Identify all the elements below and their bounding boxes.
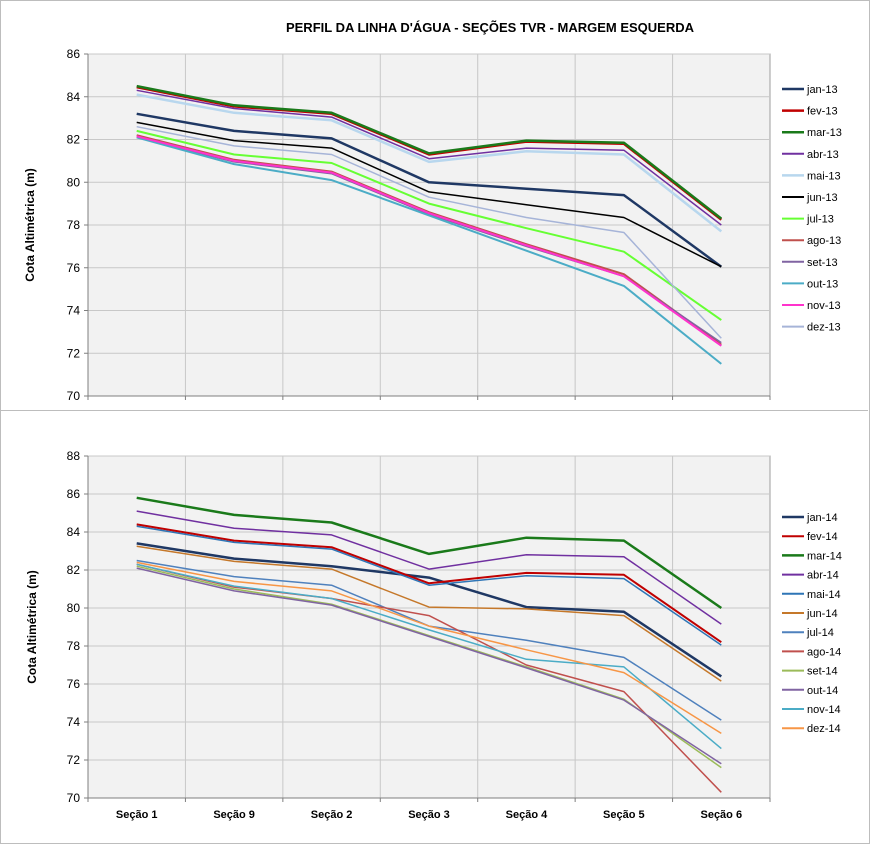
series-line-nov-14 <box>136 563 722 750</box>
x-tick-label: Seção 6 <box>700 809 742 821</box>
y-tick-label: 78 <box>67 218 81 232</box>
y-tick-label: 82 <box>67 563 81 577</box>
series-line-abr-14 <box>136 510 722 625</box>
x-tick-label: Seção 4 <box>506 809 548 821</box>
series-line-abr-13 <box>136 89 722 226</box>
series-line-mai-13 <box>136 93 723 233</box>
legend-label: dez-14 <box>807 723 841 735</box>
legend-label: mai-13 <box>807 170 841 182</box>
y-tick-label: 70 <box>67 389 81 403</box>
y-tick-label: 80 <box>67 175 81 189</box>
legend-label: fev-14 <box>807 531 838 543</box>
y-tick-label: 74 <box>67 304 81 318</box>
legend-label: jan-13 <box>806 84 838 96</box>
series-line-dez-13 <box>136 125 722 339</box>
series-line-fev-14 <box>136 523 722 644</box>
legend-label: set-13 <box>807 257 838 269</box>
y-tick-label: 84 <box>67 525 81 539</box>
series-line-dez-14 <box>136 561 722 735</box>
y-tick-label: 88 <box>67 449 81 463</box>
x-tick-label: Seção 2 <box>311 809 353 821</box>
series-line-mar-13 <box>136 84 723 220</box>
y-tick-label: 70 <box>67 791 81 805</box>
y-tick-label: 72 <box>67 346 81 360</box>
legend-label: jun-14 <box>806 608 838 620</box>
legend-label: jul-14 <box>806 627 834 639</box>
legend-label: dez-13 <box>807 322 841 334</box>
legend-label: abr-13 <box>807 149 839 161</box>
series-line-mar-14 <box>136 496 723 610</box>
series-line-jan-14 <box>136 542 722 678</box>
legend-label: ago-13 <box>807 235 841 247</box>
legend-label: mai-14 <box>807 589 841 601</box>
y-tick-label: 86 <box>67 47 81 61</box>
legend-label: mar-14 <box>807 550 842 562</box>
series-line-nov-13 <box>136 135 722 347</box>
legend-label: jun-13 <box>806 192 838 204</box>
legend-label: nov-13 <box>807 300 841 312</box>
y-axis-label: Cota Altimétrica (m) <box>23 168 37 282</box>
series-line-ago-14 <box>136 563 722 793</box>
y-tick-label: 76 <box>67 261 81 275</box>
series-line-jun-13 <box>136 121 722 268</box>
legend-label: fev-13 <box>807 106 838 118</box>
series-line-jun-14 <box>136 545 722 682</box>
chart-top-2013: PERFIL DA LINHA D'ÁGUA - SEÇÕES TVR - MA… <box>23 20 842 403</box>
chart-title: PERFIL DA LINHA D'ÁGUA - SEÇÕES TVR - MA… <box>286 20 695 35</box>
x-tick-label: Seção 9 <box>213 809 255 821</box>
y-tick-label: 74 <box>67 715 81 729</box>
y-tick-label: 86 <box>67 487 81 501</box>
y-tick-label: 82 <box>67 133 81 147</box>
y-tick-label: 84 <box>67 90 81 104</box>
series-line-mai-14 <box>136 525 722 646</box>
legend-label: abr-14 <box>807 570 839 582</box>
legend-label: jan-14 <box>806 512 838 524</box>
legend-label: out-14 <box>807 685 838 697</box>
legend-label: jul-13 <box>806 214 834 226</box>
legend-label: out-13 <box>807 278 838 290</box>
y-tick-label: 78 <box>67 639 81 653</box>
legend-label: ago-14 <box>807 646 841 658</box>
x-tick-label: Seção 1 <box>116 809 158 821</box>
series-line-out-14 <box>136 567 722 765</box>
y-tick-label: 80 <box>67 601 81 615</box>
chart-divider <box>0 410 868 411</box>
y-tick-label: 76 <box>67 677 81 691</box>
legend-label: set-14 <box>807 666 838 678</box>
x-tick-label: Seção 3 <box>408 809 450 821</box>
y-axis-label: Cota Altimétrica (m) <box>25 570 39 684</box>
series-line-jan-13 <box>136 112 723 268</box>
legend-label: mar-13 <box>807 127 842 139</box>
series-line-jul-13 <box>136 129 722 321</box>
series-line-out-13 <box>136 136 722 365</box>
chart-bottom-2014: 70 72 74 76 78 80 82 84 86 88 Seção 1 Seção 9 Seção … <box>25 449 842 821</box>
y-tick-label: 72 <box>67 753 81 767</box>
series-line-set-14 <box>136 565 722 769</box>
x-tick-label: Seção 5 <box>603 809 645 821</box>
legend-label: nov-14 <box>807 704 841 716</box>
